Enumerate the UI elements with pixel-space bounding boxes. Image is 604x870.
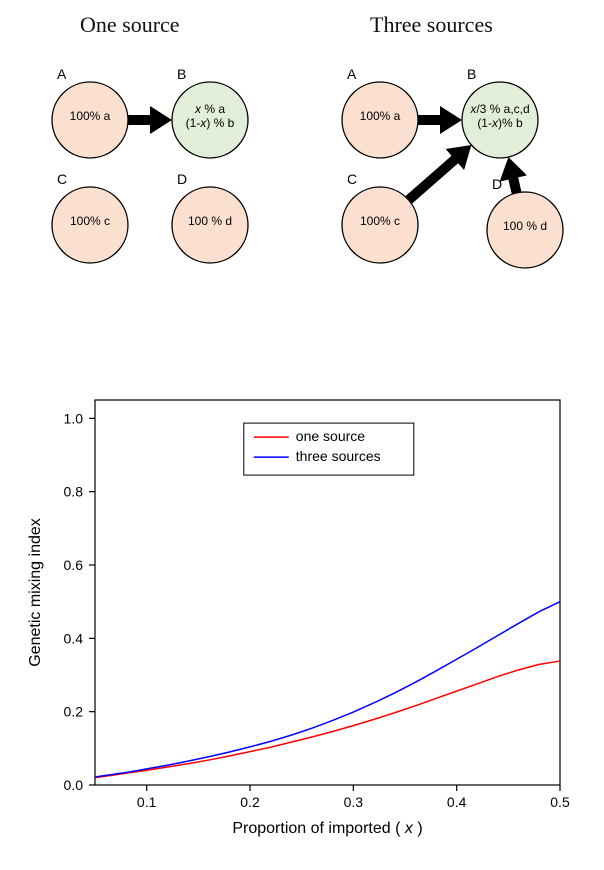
svg-text:1.0: 1.0 (64, 410, 84, 426)
svg-text:(1-x) % b: (1-x) % b (186, 116, 235, 130)
svg-text:(1-x)% b: (1-x)% b (477, 116, 523, 130)
svg-text:100% c: 100% c (70, 214, 110, 228)
svg-text:0.1: 0.1 (137, 794, 157, 810)
svg-text:0.5: 0.5 (550, 794, 570, 810)
svg-text:Proportion of imported ( x ): Proportion of imported ( x ) (232, 820, 422, 837)
svg-text:C: C (347, 171, 357, 187)
svg-text:0.4: 0.4 (64, 630, 84, 646)
svg-text:100 % d: 100 % d (188, 214, 232, 228)
svg-text:0.2: 0.2 (240, 794, 260, 810)
left-panel-title: One source (80, 12, 180, 38)
svg-text:100% c: 100% c (360, 214, 400, 228)
svg-text:A: A (347, 66, 357, 82)
svg-text:100% a: 100% a (360, 109, 401, 123)
svg-text:D: D (177, 171, 187, 187)
svg-text:Genetic mixing index: Genetic mixing index (27, 518, 44, 667)
mixing-index-chart: 0.1 0.2 0.3 0.4 0.5 0.0 0.2 0.4 0.6 0.8 1.0 Proport… (0, 380, 604, 860)
svg-text:B: B (177, 66, 186, 82)
svg-text:A: A (57, 66, 67, 82)
svg-text:0.2: 0.2 (64, 704, 84, 720)
chart-area: 0.1 0.2 0.3 0.4 0.5 0.0 0.2 0.4 0.6 0.8 1.0 Proport… (0, 380, 604, 860)
svg-text:B: B (467, 66, 476, 82)
svg-text:0.6: 0.6 (64, 557, 84, 573)
svg-text:100 % d: 100 % d (503, 219, 547, 233)
three-sources-diagram: A 100% a Bx/3 % a,c,d(1-x)% b C 100% c D 100 %… (310, 60, 600, 290)
svg-text:three sources: three sources (296, 448, 381, 464)
svg-text:0.4: 0.4 (447, 794, 467, 810)
svg-text:0.8: 0.8 (64, 484, 84, 500)
right-panel-title: Three sources (370, 12, 493, 38)
svg-text:0.3: 0.3 (344, 794, 364, 810)
svg-text:one source: one source (296, 428, 365, 444)
diagram-area: A 100% a Bx % a(1-x) % b C 100% c D 100 % d A 1… (0, 60, 604, 320)
one-source-diagram: A 100% a Bx % a(1-x) % b C 100% c D 100 % d (20, 60, 300, 290)
svg-text:x/3 % a,c,d: x/3 % a,c,d (469, 102, 529, 116)
svg-text:100% a: 100% a (70, 109, 111, 123)
svg-text:D: D (492, 176, 502, 192)
svg-text:0.0: 0.0 (64, 777, 84, 793)
svg-text:C: C (57, 171, 67, 187)
svg-text:x % a: x % a (194, 102, 225, 116)
